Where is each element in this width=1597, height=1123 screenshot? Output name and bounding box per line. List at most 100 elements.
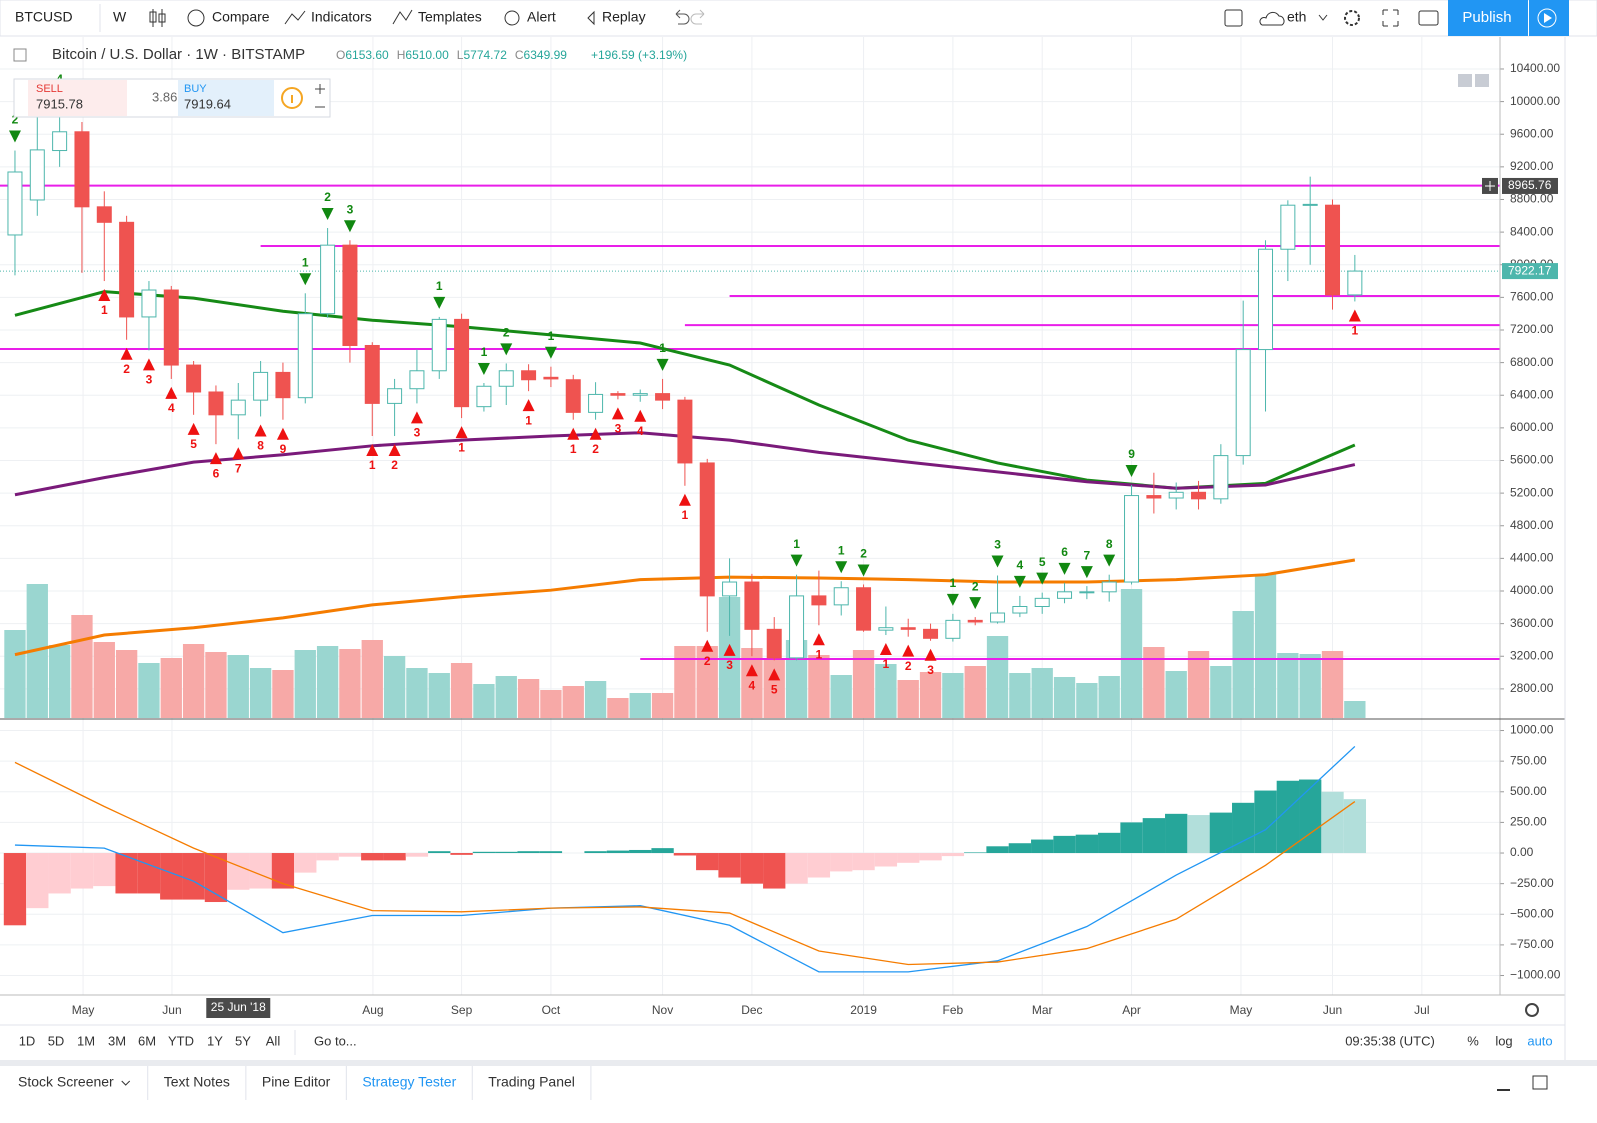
candle-body	[811, 595, 827, 606]
macd-histogram-bar	[539, 851, 563, 854]
layout-button[interactable]	[1224, 9, 1243, 27]
alert-button[interactable]: Alert	[527, 9, 556, 25]
x-tick-label: Oct	[542, 1003, 561, 1017]
volume-bar	[540, 690, 562, 718]
tab[interactable]: Pine Editor	[262, 1074, 331, 1090]
candle-body	[766, 628, 782, 659]
symbol[interactable]: BTCUSD	[15, 9, 73, 25]
range-button[interactable]: 3M	[108, 1033, 126, 1048]
td-count: 2	[704, 654, 711, 668]
candle-body	[1168, 491, 1184, 499]
volume-bar	[138, 663, 160, 718]
range-button[interactable]: YTD	[168, 1033, 194, 1048]
fullscreen-button[interactable]	[1382, 9, 1399, 27]
percent-toggle[interactable]: %	[1467, 1033, 1479, 1048]
range-button[interactable]: 5Y	[235, 1033, 251, 1048]
candle-body	[1079, 591, 1095, 594]
macd-histogram-bar	[1343, 799, 1367, 854]
compare-button[interactable]: Compare	[212, 9, 270, 25]
legend-value: 6349.99	[524, 48, 568, 62]
macd-histogram-bar	[807, 853, 831, 878]
td-marker	[276, 427, 289, 440]
collapse-icon[interactable]	[13, 48, 27, 62]
goto-button[interactable]: Go to...	[314, 1033, 357, 1048]
info-button[interactable]	[281, 87, 303, 109]
macd-histogram-bar	[495, 851, 518, 854]
candle-body	[253, 371, 269, 401]
y-tick-label: 9200.00	[1510, 159, 1554, 173]
interval[interactable]: W	[113, 9, 127, 25]
td-marker	[8, 130, 21, 143]
volume-bar	[316, 646, 339, 718]
td-count: 2	[972, 579, 979, 593]
scroll-down[interactable]	[1475, 74, 1489, 87]
replay-button[interactable]: Replay	[602, 9, 646, 25]
td-marker	[701, 639, 714, 652]
td-count: 3	[726, 658, 733, 672]
x-tick-label: May	[72, 1003, 95, 1017]
macd-histogram-bar	[249, 853, 272, 889]
macd-histogram-bar	[696, 853, 719, 871]
volume-bar	[383, 656, 406, 718]
volume-bar	[115, 650, 138, 718]
range-button[interactable]: 5D	[48, 1033, 65, 1048]
zoom-buttons[interactable]	[315, 84, 325, 108]
sell-button[interactable]	[28, 80, 127, 116]
tab[interactable]: Stock Screener	[18, 1074, 114, 1090]
legend-values: O 6153.60 H 6510.00 L 5774.72 C 6349.99	[336, 48, 567, 62]
y-tick-label: 10000.00	[1510, 94, 1560, 108]
y-tick-label: 10400.00	[1510, 61, 1560, 75]
tab[interactable]: Strategy Tester	[362, 1074, 456, 1090]
macd-histogram-bar	[740, 853, 764, 884]
range-button[interactable]: All	[266, 1033, 281, 1048]
compare-icon	[187, 9, 205, 27]
layout-name[interactable]: eth	[1287, 9, 1306, 25]
axis-settings[interactable]	[1525, 1003, 1539, 1017]
tab[interactable]: Trading Panel	[488, 1074, 575, 1090]
td-count: 4	[1017, 558, 1024, 572]
candle-body	[1325, 204, 1341, 296]
snapshot-button[interactable]	[1418, 10, 1439, 26]
undo-button[interactable]	[675, 9, 690, 25]
td-marker	[745, 664, 758, 677]
chart-style-button[interactable]	[149, 9, 166, 27]
td-marker	[1036, 572, 1049, 585]
volume-bar	[1076, 683, 1098, 718]
buy-button[interactable]	[178, 80, 274, 116]
td-count: 6	[1061, 545, 1068, 559]
range-button[interactable]: 1M	[77, 1033, 95, 1048]
range-button[interactable]: 1Y	[207, 1033, 223, 1048]
td-marker	[812, 633, 825, 646]
macd-histogram-bar	[271, 853, 295, 889]
range-button[interactable]: 1D	[19, 1033, 36, 1048]
td-count: 2	[503, 326, 510, 340]
tab[interactable]: Text Notes	[164, 1074, 230, 1090]
macd-tick-label: −1000.00	[1510, 968, 1561, 982]
candle-body	[29, 149, 45, 201]
indicators-button[interactable]: Indicators	[311, 9, 372, 25]
maximize-button[interactable]	[1532, 1075, 1548, 1090]
templates-button[interactable]: Templates	[418, 9, 482, 25]
range-button[interactable]: 6M	[138, 1033, 156, 1048]
candle-body	[208, 391, 224, 416]
macd-histogram-bar	[785, 853, 808, 884]
legend-title[interactable]: Bitcoin / U.S. Dollar · 1W · BITSTAMP	[52, 46, 305, 63]
candle-body	[521, 370, 537, 381]
log-toggle[interactable]: log	[1495, 1033, 1512, 1048]
settings-button[interactable]	[1344, 10, 1360, 26]
td-marker	[902, 644, 915, 657]
volume-bar	[428, 673, 450, 718]
macd-histogram-bar	[964, 852, 987, 854]
td-marker	[343, 220, 356, 233]
td-count: 3	[146, 373, 153, 387]
td-count: 1	[302, 255, 309, 269]
macd-histogram-bar	[1187, 815, 1210, 854]
scroll-up[interactable]	[1458, 74, 1472, 87]
buy-label: BUY	[184, 83, 207, 95]
redo-button[interactable]	[690, 9, 705, 25]
td-count: 8	[257, 439, 264, 453]
td-count: 1	[883, 657, 890, 671]
macd-tick-label: 500.00	[1510, 784, 1547, 798]
publish-button[interactable]	[1448, 0, 1528, 36]
auto-toggle[interactable]: auto	[1527, 1033, 1552, 1048]
